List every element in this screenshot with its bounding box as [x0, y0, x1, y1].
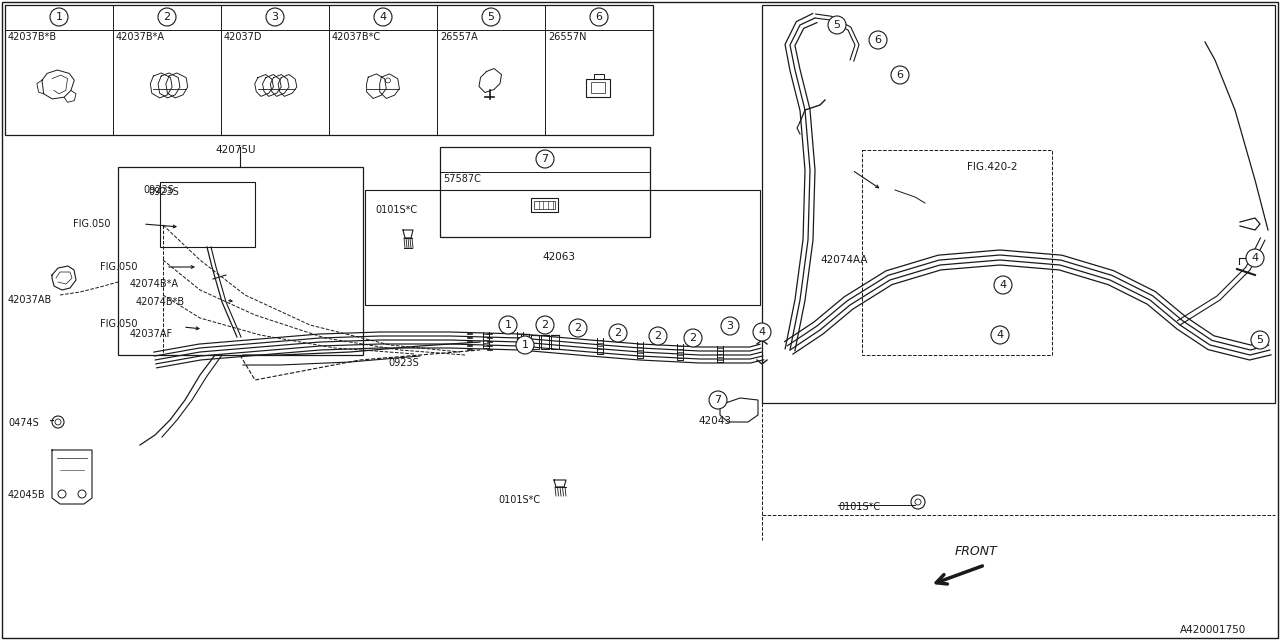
Circle shape [1251, 331, 1268, 349]
Text: 42037B*C: 42037B*C [332, 32, 381, 42]
Text: 6: 6 [874, 35, 882, 45]
Bar [762, 5, 1275, 403]
Text: 4: 4 [996, 330, 1004, 340]
Circle shape [55, 419, 61, 425]
Circle shape [684, 329, 701, 347]
Text: FIG.050: FIG.050 [100, 319, 137, 329]
Circle shape [915, 499, 922, 505]
Text: 42037B*A: 42037B*A [116, 32, 165, 42]
Circle shape [869, 31, 887, 49]
Text: 2: 2 [575, 323, 581, 333]
Circle shape [1245, 249, 1265, 267]
Circle shape [536, 150, 554, 168]
Bar [591, 82, 605, 93]
Circle shape [590, 8, 608, 26]
Text: 2: 2 [690, 333, 696, 343]
Circle shape [709, 391, 727, 409]
Text: 3: 3 [727, 321, 733, 331]
Text: 5: 5 [488, 12, 494, 22]
Circle shape [609, 324, 627, 342]
Text: FRONT: FRONT [955, 545, 997, 558]
Text: 2: 2 [614, 328, 622, 338]
Text: 42045B: 42045B [8, 490, 46, 500]
Bar [5, 5, 653, 135]
Circle shape [266, 8, 284, 26]
Text: 42074AA: 42074AA [820, 255, 868, 265]
Bar [365, 190, 760, 305]
Text: 0101S*C: 0101S*C [375, 205, 417, 215]
Text: 1: 1 [55, 12, 63, 22]
Text: 57587C: 57587C [443, 174, 481, 184]
Text: 0101S*C: 0101S*C [498, 495, 540, 505]
Text: 6: 6 [595, 12, 603, 22]
Circle shape [374, 8, 392, 26]
Circle shape [753, 323, 771, 341]
Circle shape [50, 8, 68, 26]
Text: 1: 1 [504, 320, 512, 330]
Circle shape [58, 490, 67, 498]
Circle shape [891, 66, 909, 84]
Text: 0923S: 0923S [388, 358, 419, 368]
Text: FIG.050: FIG.050 [73, 219, 110, 229]
Bar [531, 198, 558, 212]
Text: 42063: 42063 [541, 252, 575, 262]
Text: 0474S: 0474S [8, 418, 38, 428]
Circle shape [536, 316, 554, 334]
Text: 5: 5 [1257, 335, 1263, 345]
Text: 2: 2 [541, 320, 549, 330]
Bar [118, 167, 364, 355]
Text: 0923S: 0923S [148, 187, 179, 197]
Circle shape [78, 490, 86, 498]
Circle shape [570, 319, 588, 337]
Circle shape [385, 78, 390, 83]
Circle shape [516, 336, 534, 354]
Circle shape [995, 276, 1012, 294]
Text: 42037AB: 42037AB [8, 295, 52, 305]
Bar [586, 79, 611, 97]
Text: 42074B*A: 42074B*A [131, 279, 179, 289]
Text: 4: 4 [1000, 280, 1006, 290]
Bar [440, 147, 650, 237]
Text: 0923S: 0923S [143, 185, 174, 195]
Text: 2: 2 [654, 331, 662, 341]
Text: 1: 1 [521, 340, 529, 350]
Text: FIG.420-2: FIG.420-2 [966, 162, 1018, 172]
Text: 7: 7 [541, 154, 549, 164]
Text: 26557A: 26557A [440, 32, 477, 42]
Circle shape [911, 495, 925, 509]
Text: 7: 7 [714, 395, 722, 405]
Text: 4: 4 [759, 327, 765, 337]
Bar [160, 182, 255, 247]
Text: 0101S*C: 0101S*C [838, 502, 881, 512]
Circle shape [828, 16, 846, 34]
Text: A420001750: A420001750 [1180, 625, 1247, 635]
Text: 26557N: 26557N [548, 32, 586, 42]
Text: 3: 3 [271, 12, 279, 22]
Text: 42037AF: 42037AF [131, 329, 173, 339]
Circle shape [157, 8, 177, 26]
Text: 42074B*B: 42074B*B [136, 297, 186, 307]
Text: 42075U: 42075U [215, 145, 256, 155]
Circle shape [649, 327, 667, 345]
Bar [861, 150, 1052, 355]
Text: 5: 5 [833, 20, 841, 30]
Text: 42043: 42043 [698, 416, 731, 426]
Bar [534, 201, 554, 209]
Circle shape [721, 317, 739, 335]
Text: 4: 4 [379, 12, 387, 22]
Text: FIG.050: FIG.050 [100, 262, 137, 272]
Text: 42037B*B: 42037B*B [8, 32, 58, 42]
Text: 42037D: 42037D [224, 32, 262, 42]
Circle shape [991, 326, 1009, 344]
Text: 2: 2 [164, 12, 170, 22]
Text: 4: 4 [1252, 253, 1258, 263]
Circle shape [499, 316, 517, 334]
Text: 6: 6 [896, 70, 904, 80]
Circle shape [483, 8, 500, 26]
Circle shape [52, 416, 64, 428]
